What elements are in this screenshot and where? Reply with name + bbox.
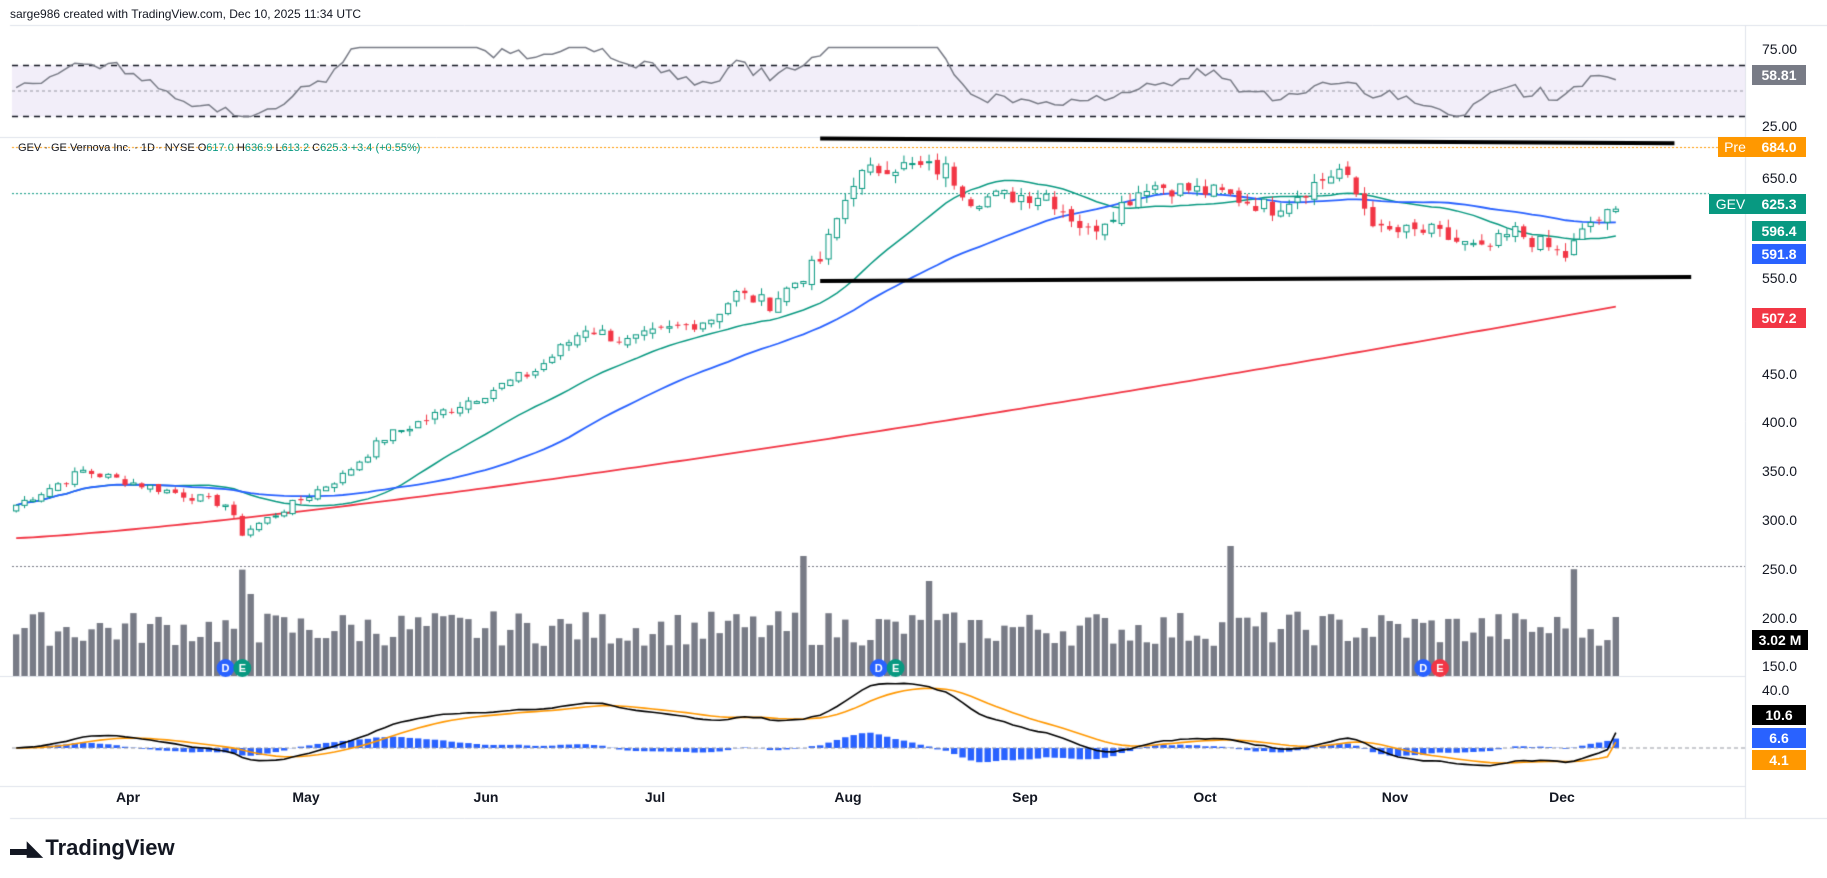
price-tick-200: 200.0 xyxy=(1762,610,1798,626)
high-value: 636.9 xyxy=(244,142,273,154)
price-tick-450: 450.0 xyxy=(1762,366,1798,382)
macd-hist-tag: 6.6 xyxy=(1752,728,1806,748)
month-oct: Oct xyxy=(1193,789,1217,805)
symbol-legend[interactable]: GEV · GE Vernova Inc. · 1D · NYSE O617.0… xyxy=(18,142,420,154)
low-label: L xyxy=(275,142,282,154)
open-label: O xyxy=(197,142,207,154)
high-label: H xyxy=(236,142,245,154)
price-tick-150: 150.0 xyxy=(1762,658,1798,674)
rsi-tick-75: 75.00 xyxy=(1762,41,1798,57)
month-aug: Aug xyxy=(834,789,862,805)
month-nov: Nov xyxy=(1381,789,1409,805)
close-label: C xyxy=(312,142,321,154)
macd-tick-40: 40.0 xyxy=(1762,682,1790,698)
premarket-price-tag: 684.0 xyxy=(1752,137,1806,157)
change-value: +3.4 (+0.55%) xyxy=(350,142,421,154)
price-tick-400: 400.0 xyxy=(1762,414,1798,430)
ma-slow-tag: 507.2 xyxy=(1752,308,1806,328)
tradingview-logo-text: TradingView xyxy=(45,835,175,860)
month-may: May xyxy=(292,789,320,805)
macd-signal-tag: 4.1 xyxy=(1752,750,1806,770)
last-price-tag: 625.3 xyxy=(1752,194,1806,214)
price-tick-550: 550.0 xyxy=(1762,270,1798,286)
month-sep: Sep xyxy=(1012,789,1038,805)
attribution-header: sarge986 created with TradingView.com, D… xyxy=(10,7,362,21)
price-tick-650: 650.0 xyxy=(1762,170,1798,186)
ma-mid-tag: 591.8 xyxy=(1752,244,1806,264)
price-tick-350: 350.0 xyxy=(1762,463,1798,479)
ma-fast-tag: 596.4 xyxy=(1752,221,1806,241)
month-apr: Apr xyxy=(115,789,141,805)
symbol-name: GEV · GE Vernova Inc. · 1D · NYSE xyxy=(18,142,195,154)
symbol-tag: GEV xyxy=(1709,194,1752,214)
tradingview-logo[interactable]: ▬◣ TradingView xyxy=(10,835,175,861)
close-value: 625.3 xyxy=(320,142,348,154)
macd-value-tag: 10.6 xyxy=(1752,705,1806,725)
rsi-tick-25: 25.00 xyxy=(1762,118,1798,134)
price-tick-300: 300.0 xyxy=(1762,512,1798,528)
month-dec: Dec xyxy=(1549,789,1575,805)
volume-value-tag: 3.02 M xyxy=(1752,630,1808,650)
low-value: 613.2 xyxy=(281,142,310,154)
month-jul: Jul xyxy=(644,789,666,805)
open-value: 617.0 xyxy=(206,142,234,154)
month-jun: Jun xyxy=(473,789,499,805)
rsi-value-tag: 58.81 xyxy=(1752,65,1806,85)
tradingview-logo-icon: ▬◣ xyxy=(10,838,42,860)
premarket-label-tag: Pre xyxy=(1718,137,1752,157)
price-tick-250: 250.0 xyxy=(1762,561,1798,577)
